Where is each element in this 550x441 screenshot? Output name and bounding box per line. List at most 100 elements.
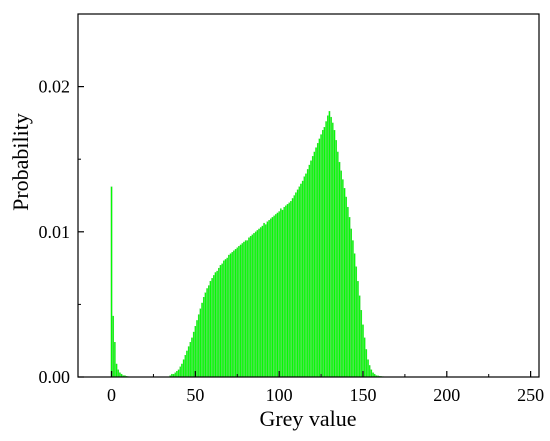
histogram-bar [253,233,255,378]
histogram-bar [216,270,218,378]
histogram-bar [280,208,282,378]
histogram-bar [197,314,200,378]
histogram-bar [305,173,307,378]
histogram-bar [348,217,351,378]
histogram-bar [328,111,331,378]
histogram-bar [238,246,240,378]
histogram-bar [298,186,301,378]
histogram-bar [357,281,359,378]
histogram-bar [207,285,210,378]
histogram-bar [335,140,337,378]
y-tick-label: 0.00 [39,367,71,387]
histogram-bar [300,183,302,378]
histogram-bar [362,324,364,378]
histogram-bar [182,359,185,378]
histogram-bar [248,237,250,378]
y-tick-label: 0.01 [39,222,71,242]
histogram-bar [119,372,121,378]
x-axis-title: Grey value [259,406,356,431]
x-tick-label: 150 [349,385,376,405]
histogram-bar [264,224,267,378]
x-tick-label: 50 [186,385,204,405]
histogram-bar [228,254,230,378]
histogram-bar [332,122,334,378]
histogram-bar [259,227,262,378]
histogram-bar [211,278,213,378]
histogram-bar [176,371,178,378]
histogram-bar [194,326,197,378]
histogram-bar [114,341,116,378]
histogram-bar [204,292,207,378]
x-axis: 0 50 100 150 200 250 [107,371,544,405]
histogram-bar [186,350,188,378]
histogram-bar [189,341,192,378]
histogram-bar [275,214,277,378]
histogram-bar [273,215,275,378]
histogram-bar [219,265,222,378]
histogram-bar [288,202,290,378]
histogram-bar [177,369,180,378]
histogram-bar [291,198,294,378]
histogram-bar [290,201,292,378]
histogram-bar [353,253,356,378]
histogram-bar [283,206,285,378]
histogram-bar [271,217,274,378]
histogram-bar [296,189,299,378]
histogram-bar [276,212,279,378]
histogram-bar [303,176,306,378]
histogram-bar [337,151,339,378]
histogram-bar [256,230,259,378]
histogram-bar [224,259,227,378]
histogram-bar [321,130,324,378]
y-axis-title: Probability [8,113,33,211]
histogram-bar [263,222,265,378]
histogram-bar [179,366,182,378]
x-tick-label: 200 [433,385,460,405]
histogram-bar [249,236,252,378]
histogram-bar [315,147,317,378]
histogram-bar [214,272,217,378]
x-tick-label: 100 [266,385,293,405]
histogram-bar [187,346,190,378]
histogram-bar [192,331,195,378]
histogram-bar [241,243,244,378]
y-tick-label: 0.02 [39,77,71,97]
histogram-bar [239,244,242,378]
histogram-bar [202,296,205,378]
histogram-bar [342,179,344,378]
histogram-bar [347,206,349,378]
bars-group [110,111,389,378]
histogram-bar [254,231,257,378]
histogram-bar [110,186,113,378]
histogram-bar [115,363,118,378]
histogram-bar [306,169,309,378]
histogram-bar [318,138,321,378]
histogram-bar [311,156,314,378]
histogram-bar [370,369,373,378]
histogram-bar [206,288,208,378]
histogram-bar [268,220,270,378]
histogram-bar [345,196,347,378]
histogram-bar [293,195,296,378]
histogram-bar [333,130,336,378]
histogram-bar [310,160,312,378]
histogram-bar [184,355,187,378]
histogram-bar [360,310,363,378]
histogram-bar [226,257,228,378]
histogram-bar [223,260,225,378]
histogram-bar [320,134,322,378]
plot-frame [77,13,540,378]
histogram-bar [323,127,326,378]
histogram-bar [174,372,176,378]
histogram-bar [234,249,237,378]
histogram-bar [213,275,215,378]
histogram-bar [285,205,287,378]
histogram-bar [308,164,311,378]
histogram-bar [372,372,374,378]
histogram-bar [355,266,358,378]
histogram-bar [258,228,260,378]
histogram-bar [266,221,269,378]
histogram-bar [231,251,233,378]
histogram-bar [233,250,235,378]
histogram-bar [352,240,354,378]
